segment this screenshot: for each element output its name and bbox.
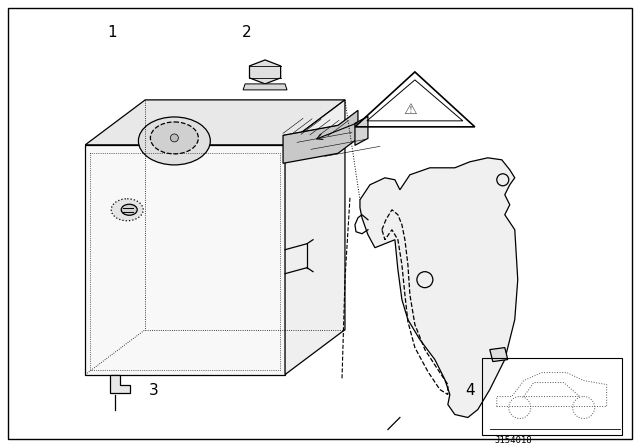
Bar: [482, 358, 621, 435]
Text: 4: 4: [465, 383, 475, 397]
Ellipse shape: [138, 117, 211, 165]
Polygon shape: [85, 100, 345, 145]
Polygon shape: [355, 116, 368, 145]
Polygon shape: [490, 348, 508, 362]
Text: 1: 1: [108, 25, 117, 39]
Text: 2: 2: [242, 25, 252, 39]
Text: ⚠: ⚠: [403, 103, 417, 117]
Polygon shape: [243, 84, 287, 90]
Polygon shape: [285, 100, 345, 375]
Text: 3: 3: [149, 383, 159, 397]
Circle shape: [170, 134, 179, 142]
Polygon shape: [85, 145, 285, 375]
Ellipse shape: [150, 122, 198, 154]
Polygon shape: [360, 158, 518, 418]
Polygon shape: [110, 375, 130, 392]
Text: J154018: J154018: [495, 436, 532, 445]
Ellipse shape: [121, 204, 137, 215]
Polygon shape: [250, 60, 280, 84]
Polygon shape: [283, 110, 358, 164]
Ellipse shape: [111, 199, 143, 221]
